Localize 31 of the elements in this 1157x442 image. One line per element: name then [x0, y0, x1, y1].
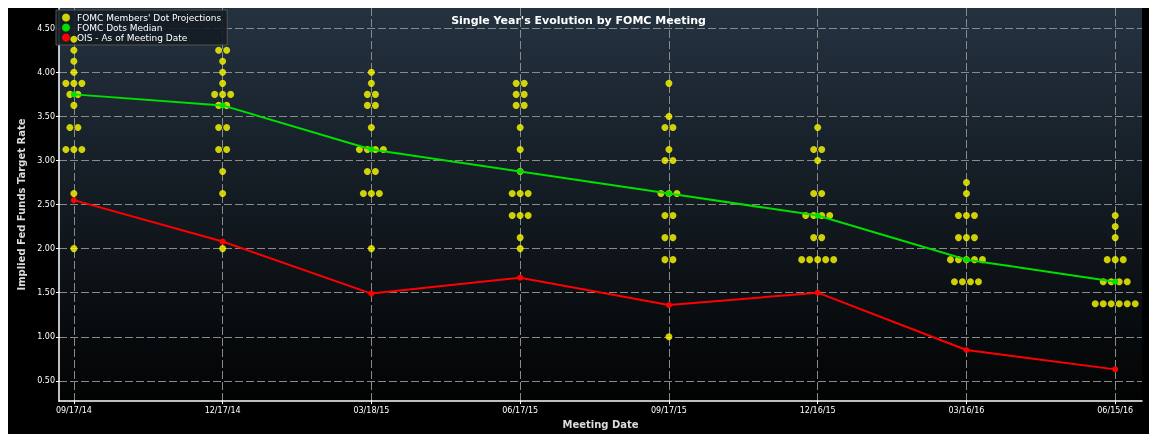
legend-label: FOMC Members' Dot Projections	[77, 12, 222, 23]
x-tick-label: 03/16/16	[948, 405, 985, 415]
point	[70, 197, 77, 204]
x-tick-label: 09/17/15	[650, 405, 687, 415]
x-tick-label: 06/15/16	[1097, 405, 1134, 415]
x-tick-label: 09/17/14	[55, 405, 92, 415]
x-tick-label: 06/17/15	[502, 405, 539, 415]
y-tick-label: 1.50	[37, 288, 55, 298]
legend-label: OIS - As of Meeting Date	[77, 32, 188, 43]
y-tick-label: 1.00	[37, 332, 55, 342]
point	[1112, 366, 1119, 373]
y-tick-label: 2.00	[37, 244, 55, 254]
point	[219, 238, 226, 245]
point	[517, 274, 524, 281]
point	[814, 289, 821, 296]
point	[368, 290, 375, 297]
y-tick-label: 2.50	[37, 200, 55, 210]
x-tick-label: 12/17/14	[204, 405, 241, 415]
legend-label: FOMC Dots Median	[77, 22, 163, 33]
x-tick-label: 12/16/15	[799, 405, 836, 415]
y-tick-label: 3.00	[37, 155, 55, 165]
y-tick-label: 4.00	[37, 67, 55, 77]
y-tick-label: 3.50	[37, 111, 55, 121]
point	[665, 302, 672, 309]
x-tick-label: 03/18/15	[353, 405, 390, 415]
text: Single Year's Evolution by FOMC Meeting	[451, 14, 706, 27]
point	[963, 346, 970, 353]
y-axis-title: Implied Fed Funds Target Rate	[15, 118, 27, 291]
y-tick-label: 4.50	[37, 23, 55, 33]
y-tick-label: 0.50	[37, 376, 55, 386]
x-axis-title: Meeting Date	[562, 418, 639, 430]
